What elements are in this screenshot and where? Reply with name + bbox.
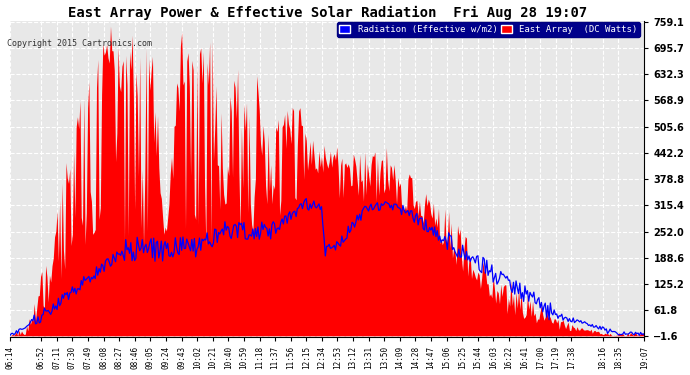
- Title: East Array Power & Effective Solar Radiation  Fri Aug 28 19:07: East Array Power & Effective Solar Radia…: [68, 6, 587, 20]
- Text: Copyright 2015 Cartronics.com: Copyright 2015 Cartronics.com: [7, 39, 152, 48]
- Legend: Radiation (Effective w/m2), East Array  (DC Watts): Radiation (Effective w/m2), East Array (…: [337, 22, 640, 37]
